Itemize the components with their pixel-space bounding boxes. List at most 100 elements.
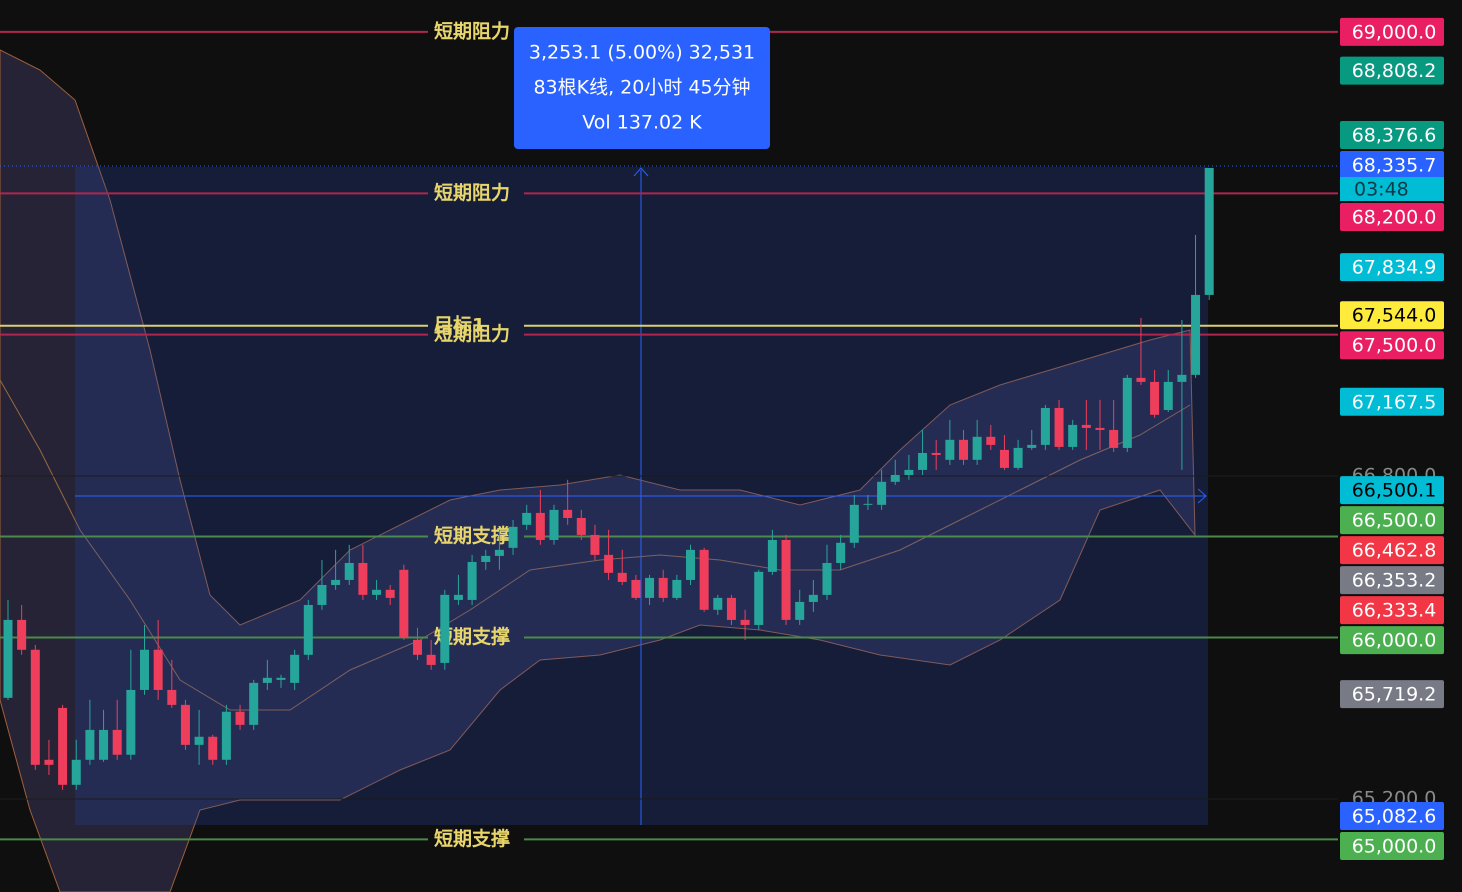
candle-body bbox=[1177, 374, 1187, 382]
candle-body bbox=[959, 439, 968, 460]
price-tag-label: 67,834.9 bbox=[1352, 257, 1437, 279]
arrow-head bbox=[1197, 488, 1207, 504]
candle-body bbox=[290, 654, 300, 683]
candle-body bbox=[85, 729, 95, 760]
candle-body bbox=[413, 639, 422, 655]
candle-body bbox=[71, 759, 81, 785]
candle-body bbox=[481, 555, 491, 562]
candle-body bbox=[208, 736, 218, 760]
tooltip-layer: 3,253.1 (5.00%) 32,531 83根K线, 20小时 45分钟 Vo… bbox=[514, 27, 770, 149]
price-tag bbox=[1340, 203, 1444, 232]
candle-body bbox=[1204, 167, 1214, 295]
candle-body bbox=[849, 504, 859, 543]
candle-body bbox=[3, 619, 13, 698]
level-label: 短期支撑 bbox=[434, 524, 510, 547]
candle-body bbox=[781, 539, 791, 620]
level-label: 短期阻力 bbox=[434, 181, 510, 204]
price-tag-label: 65,082.6 bbox=[1352, 805, 1437, 827]
candle-body bbox=[372, 589, 382, 595]
candle-body bbox=[576, 517, 586, 535]
candle-body bbox=[1081, 424, 1091, 428]
price-tag-label: 65,000.0 bbox=[1352, 835, 1437, 857]
price-tag bbox=[1340, 387, 1444, 416]
tooltip-line: 83根K线, 20小时 45分钟 bbox=[533, 77, 750, 99]
candle-body bbox=[986, 436, 996, 445]
candle-body bbox=[358, 562, 368, 595]
price-tag-label: 67,500.0 bbox=[1352, 335, 1437, 357]
price-tag bbox=[1340, 680, 1444, 709]
candle-body bbox=[945, 439, 955, 460]
level-label: 短期支撑 bbox=[434, 625, 510, 648]
candle-body bbox=[467, 561, 477, 600]
price-tag-label: 66,000.0 bbox=[1352, 630, 1437, 652]
candle-body bbox=[1109, 429, 1119, 448]
candle-body bbox=[221, 711, 231, 760]
candle-body bbox=[140, 649, 149, 690]
candle-body bbox=[877, 481, 887, 505]
candle-body bbox=[931, 452, 941, 455]
price-tag bbox=[1340, 121, 1444, 150]
candles-layer bbox=[3, 167, 1214, 790]
candle-body bbox=[535, 512, 545, 540]
level-label: 短期支撑 bbox=[434, 827, 510, 850]
candle-body bbox=[440, 594, 450, 663]
candle-body bbox=[686, 549, 695, 580]
candle-body bbox=[918, 452, 928, 470]
price-tag bbox=[1340, 56, 1444, 85]
price-tag bbox=[1340, 301, 1444, 330]
candle-body bbox=[890, 474, 900, 482]
price-tag-label: 66,500.1 bbox=[1352, 480, 1437, 502]
price-tag bbox=[1340, 506, 1444, 535]
level-label: 目标1 bbox=[434, 314, 485, 336]
candle-body bbox=[1054, 407, 1064, 447]
price-tag bbox=[1340, 476, 1444, 505]
price-tag-label: 68,200.0 bbox=[1352, 207, 1437, 229]
candle-body bbox=[1013, 447, 1023, 468]
arrow-head bbox=[633, 167, 649, 177]
candle-body bbox=[549, 509, 559, 540]
candle-body bbox=[494, 549, 504, 556]
candle-body bbox=[1150, 381, 1160, 415]
candle-body bbox=[44, 759, 54, 765]
price-tag bbox=[1340, 626, 1444, 655]
candle-body bbox=[262, 677, 272, 683]
candle-body bbox=[754, 571, 764, 625]
candle-body bbox=[590, 534, 600, 555]
level-label: 短期阻力 bbox=[434, 19, 510, 42]
candle-body bbox=[822, 562, 832, 595]
candle-body bbox=[126, 689, 136, 755]
tooltip-line: Vol 137.02 K bbox=[582, 112, 702, 134]
candle-body bbox=[99, 729, 109, 760]
candle-body bbox=[399, 569, 409, 638]
candle-body bbox=[508, 526, 518, 548]
candle-body bbox=[836, 542, 846, 563]
candle-body bbox=[808, 594, 818, 602]
candle-body bbox=[17, 619, 27, 650]
price-tag bbox=[1340, 566, 1444, 595]
price-tag-label: 66,353.2 bbox=[1352, 570, 1437, 592]
candle-body bbox=[317, 584, 327, 605]
candle-body bbox=[1191, 294, 1201, 375]
candle-body bbox=[331, 579, 341, 585]
price-tag-label: 68,376.6 bbox=[1352, 125, 1437, 147]
candle-body bbox=[795, 601, 805, 620]
price-tag-label: 67,167.5 bbox=[1352, 391, 1437, 413]
candle-body bbox=[180, 704, 190, 745]
candle-body bbox=[153, 649, 163, 690]
price-tag bbox=[1340, 831, 1444, 860]
candle-body bbox=[617, 572, 627, 582]
price-tag-label: 69,000.0 bbox=[1352, 21, 1437, 43]
price-tag bbox=[1340, 801, 1444, 830]
candle-body bbox=[112, 729, 122, 755]
candle-body bbox=[30, 649, 40, 765]
candle-body bbox=[672, 579, 682, 598]
candle-body bbox=[303, 604, 313, 655]
candle-body bbox=[426, 654, 436, 665]
price-tag bbox=[1340, 331, 1444, 360]
countdown-label: 03:48 bbox=[1354, 179, 1409, 201]
price-tag bbox=[1340, 151, 1444, 180]
candle-body bbox=[1040, 407, 1050, 445]
